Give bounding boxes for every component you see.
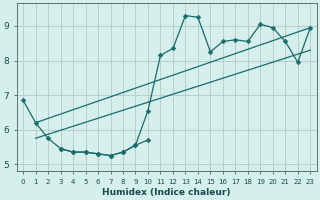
X-axis label: Humidex (Indice chaleur): Humidex (Indice chaleur) (102, 188, 231, 197)
